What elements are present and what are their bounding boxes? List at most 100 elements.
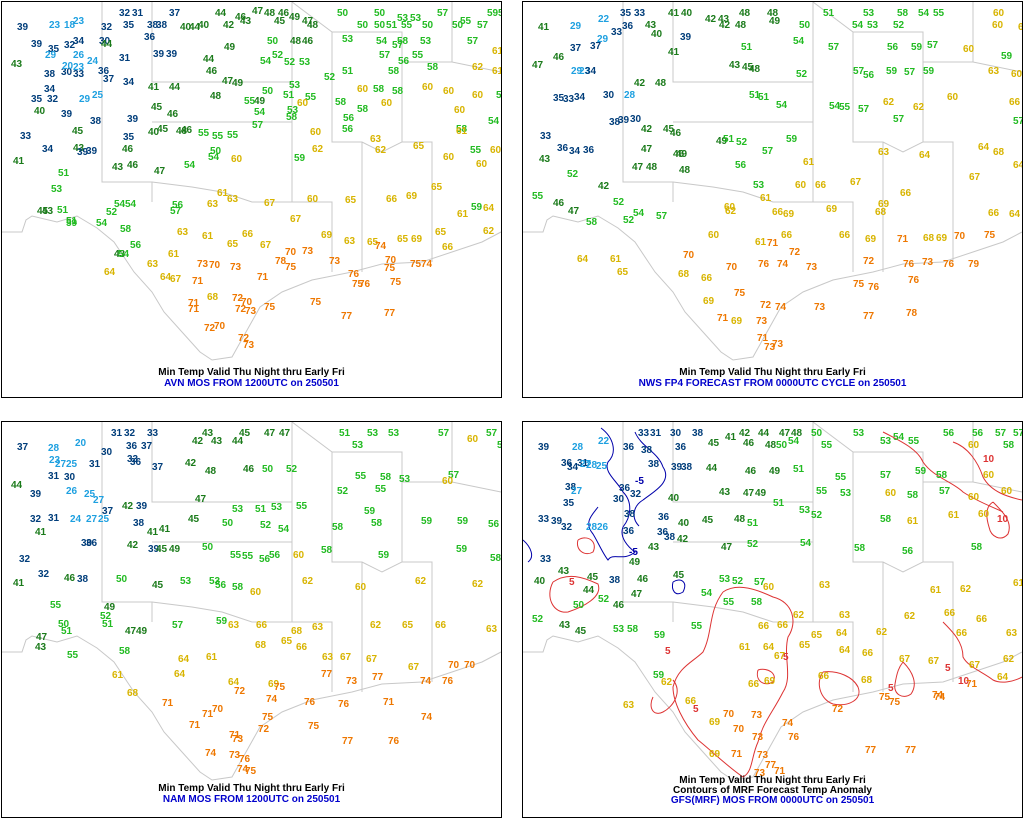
station-temp-value: 71 [774,766,786,777]
station-temp-value: 46 [122,144,134,155]
station-temp-value: 66 [900,188,912,199]
station-temp-value: 28 [572,442,584,453]
station-temp-value: 73 [232,734,244,745]
contour-pos5-w [549,575,600,613]
station-temp-value: 41 [13,156,25,167]
panel-caption-line1: Min Temp Valid Thu Night thru Early Fri [158,783,345,794]
station-temp-value: 38 [156,20,168,31]
anomaly-contours [523,427,1022,778]
station-temp-value: 66 [442,242,454,253]
station-temp-value: 42 [127,540,139,551]
station-temp-value: 46 [181,125,193,136]
station-temp-value: 57 [172,620,184,631]
station-temp-value: 43 [719,487,731,498]
station-temp-value: 53 [367,428,379,439]
panel-caption-line2: Contours of MRF Forecast Temp Anomaly [673,785,872,796]
station-temp-value: 54 [488,116,500,127]
station-temp-value: 60 [381,98,393,109]
station-temp-value: 58 [1003,440,1015,451]
station-temp-value: 47 [721,542,733,553]
station-temp-value: 63 [177,227,189,238]
station-temp-value: 73 [752,732,764,743]
station-temp-value: 73 [243,340,255,351]
map-canvas: 3932313744464748464950505353575955231823… [2,2,501,361]
station-temp-value: 51 [793,464,805,475]
station-temp-value: 30 [603,90,615,101]
station-temp-value: 45 [587,572,599,583]
station-temp-value: 35 [31,94,43,105]
station-temp-value: 58 [971,542,983,553]
station-temp-value: 72 [832,704,844,715]
station-temp-value: 69 [406,191,418,202]
station-temp-value: 38 [641,445,653,456]
station-temp-value: 72 [232,293,244,304]
station-temp-value: 60 [724,202,736,213]
station-temp-value: 28 [586,522,598,533]
station-temp-value: 75 [734,288,746,299]
station-temp-value: 56 [863,70,875,81]
station-temp-value: 58 [627,624,639,635]
station-temp-value: 57 [170,206,182,217]
station-temp-value: 59 [487,8,499,19]
station-temp-value: 38 [77,574,89,585]
station-temp-value: 50 [799,20,811,31]
station-temp-value: 48 [739,8,751,19]
station-temp-value: 33 [538,514,550,525]
station-temp-value: 65 [402,620,414,631]
station-temp-value: 54 [893,432,905,443]
contour-pos5-mid [818,671,860,706]
station-temp-value: 66 [296,642,308,653]
station-temp-value: 41 [538,22,550,33]
station-temp-value: 65 [367,237,379,248]
station-values: 3932313744464748464950505353575955231823… [11,6,501,351]
station-temp-value: 45 [37,206,49,217]
station-temp-value: 25 [98,514,110,525]
station-temp-value: 73 [329,256,341,267]
station-temp-value: 49 [104,602,116,613]
station-temp-value: 52 [106,207,118,218]
station-temp-value: 44 [101,39,113,50]
station-temp-value: 45 [239,428,251,439]
station-temp-value: 48 [205,466,217,477]
contour-label: 5 [945,663,951,674]
station-temp-value: 38 [624,509,636,520]
panel-caption-line1: Min Temp Valid Thu Night thru Early Fri [158,367,345,378]
station-temp-value: 39 [17,22,29,33]
station-temp-value: 61 [457,209,469,220]
station-temp-value: 60 [310,127,322,138]
station-temp-value: 77 [765,760,777,771]
station-temp-value: 69 [321,230,333,241]
station-temp-value: 70 [285,247,297,258]
contour-label: 5 [888,683,894,694]
station-temp-value: 42 [122,501,134,512]
station-temp-value: 63 [147,259,159,270]
station-temp-value: 77 [341,311,353,322]
station-temp-value: 63 [207,199,219,210]
contour-label: 10 [997,514,1009,525]
station-temp-value: 71 [257,272,269,283]
station-temp-value: 68 [678,269,690,280]
station-temp-value: 72 [234,686,246,697]
station-temp-value: 61 [1013,578,1022,589]
contour-label: -5 [629,547,638,558]
station-temp-value: 71 [757,333,769,344]
station-temp-value: 62 [883,97,895,108]
station-temp-value: 55 [242,551,254,562]
station-temp-value: 49 [136,626,148,637]
contour-pos5-e2 [952,441,1022,501]
station-temp-value: 62 [960,584,972,595]
station-temp-value: 60 [297,98,309,109]
station-temp-value: 67 [260,240,272,251]
station-temp-value: 74 [777,259,789,270]
station-temp-value: 48 [735,20,747,31]
station-temp-value: 48 [210,91,222,102]
station-temp-value: 31 [577,458,589,469]
station-temp-value: 55 [933,8,945,19]
station-temp-value: 52 [286,464,298,475]
station-temp-value: 53 [342,34,354,45]
station-temp-value: 18 [64,20,76,31]
station-temp-value: 53 [753,180,765,191]
contour-neg5d [523,539,533,563]
